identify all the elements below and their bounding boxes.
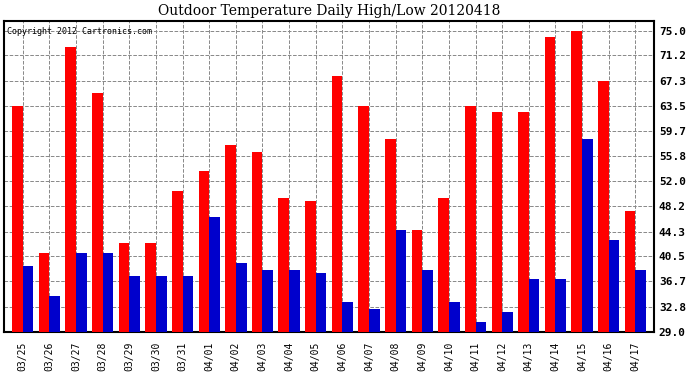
Bar [76,253,87,375]
Bar [449,302,460,375]
Bar [305,201,316,375]
Bar [385,139,395,375]
Bar [209,217,220,375]
Bar [582,139,593,375]
Bar [289,270,299,375]
Bar [465,106,475,375]
Bar [103,253,113,375]
Title: Outdoor Temperature Daily High/Low 20120418: Outdoor Temperature Daily High/Low 20120… [158,4,500,18]
Bar [412,230,422,375]
Bar [316,273,326,375]
Bar [172,191,183,375]
Bar [236,263,246,375]
Bar [262,270,273,375]
Bar [146,243,156,375]
Bar [491,112,502,375]
Bar [518,112,529,375]
Bar [156,276,166,375]
Bar [183,276,193,375]
Bar [422,270,433,375]
Bar [369,309,380,375]
Bar [475,322,486,375]
Bar [555,279,566,375]
Bar [545,37,555,375]
Text: Copyright 2012 Cartronics.com: Copyright 2012 Cartronics.com [8,27,152,36]
Bar [502,312,513,375]
Bar [571,30,582,375]
Bar [358,106,369,375]
Bar [23,266,33,375]
Bar [395,230,406,375]
Bar [529,279,540,375]
Bar [66,47,76,375]
Bar [332,76,342,375]
Bar [635,270,646,375]
Bar [225,145,236,375]
Bar [12,106,23,375]
Bar [92,93,103,375]
Bar [438,198,449,375]
Bar [342,302,353,375]
Bar [279,198,289,375]
Bar [199,171,209,375]
Bar [624,211,635,375]
Bar [252,152,262,375]
Bar [50,296,60,375]
Bar [598,81,609,375]
Bar [609,240,620,375]
Bar [129,276,140,375]
Bar [39,253,50,375]
Bar [119,243,129,375]
